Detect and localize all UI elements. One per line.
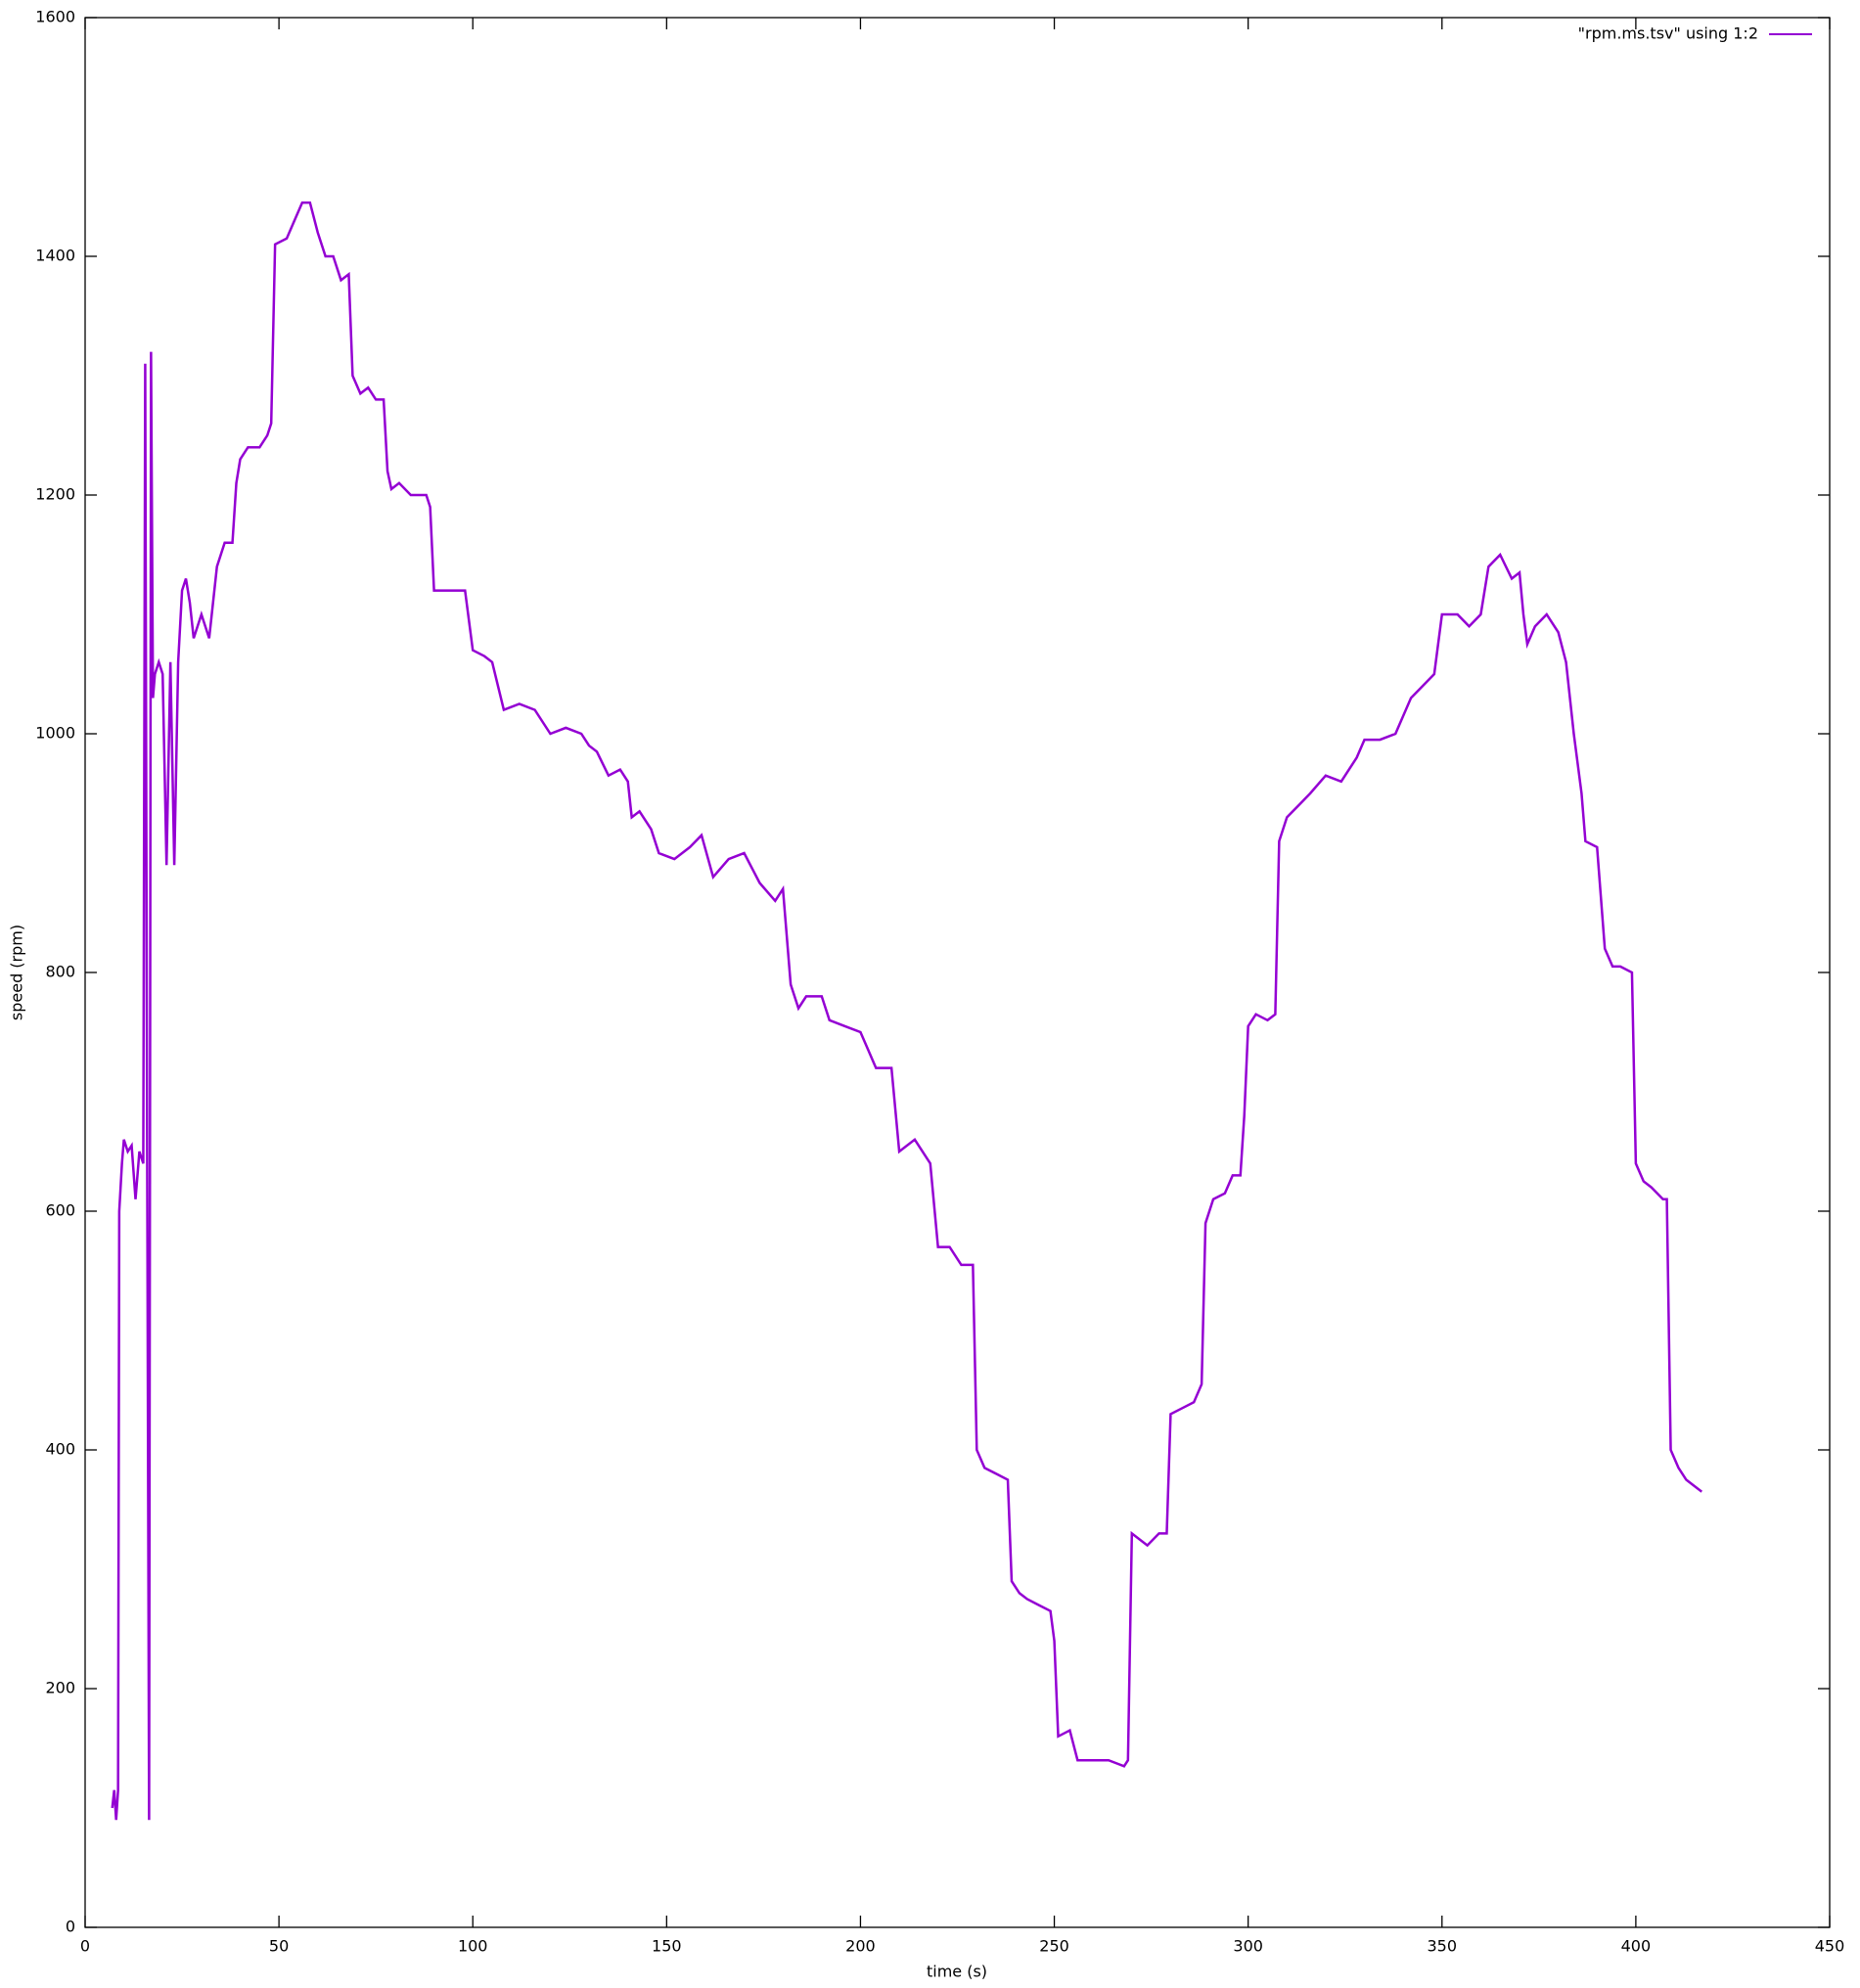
x-tick-label: 300 <box>1233 1937 1263 1956</box>
y-tick-label: 800 <box>45 963 75 981</box>
plot-frame <box>84 17 1831 1928</box>
y-tick-label: 1600 <box>35 8 75 26</box>
y-tick-label: 0 <box>66 1918 75 1936</box>
y-axis-label: speed (rpm) <box>8 925 26 1020</box>
y-tick-label: 1000 <box>35 724 75 743</box>
x-tick-label: 250 <box>1039 1937 1069 1956</box>
y-tick-label: 200 <box>45 1679 75 1697</box>
x-tick-label: 350 <box>1428 1937 1458 1956</box>
x-tick-label: 200 <box>845 1937 876 1956</box>
legend-label: "rpm.ms.tsv" using 1:2 <box>1578 24 1758 43</box>
y-tick-label: 600 <box>45 1201 75 1220</box>
x-tick-label: 150 <box>652 1937 682 1956</box>
x-tick-label: 100 <box>458 1937 488 1956</box>
y-tick-label: 1200 <box>35 485 75 504</box>
data-line <box>111 201 1703 1821</box>
x-tick-label: 450 <box>1815 1937 1845 1956</box>
y-tick-label: 400 <box>45 1440 75 1459</box>
y-tick-label: 1400 <box>35 247 75 265</box>
x-tick-label: 400 <box>1621 1937 1652 1956</box>
x-tick-label: 50 <box>269 1937 289 1956</box>
x-tick-label: 0 <box>80 1937 90 1956</box>
x-axis-label: time (s) <box>927 1963 987 1981</box>
